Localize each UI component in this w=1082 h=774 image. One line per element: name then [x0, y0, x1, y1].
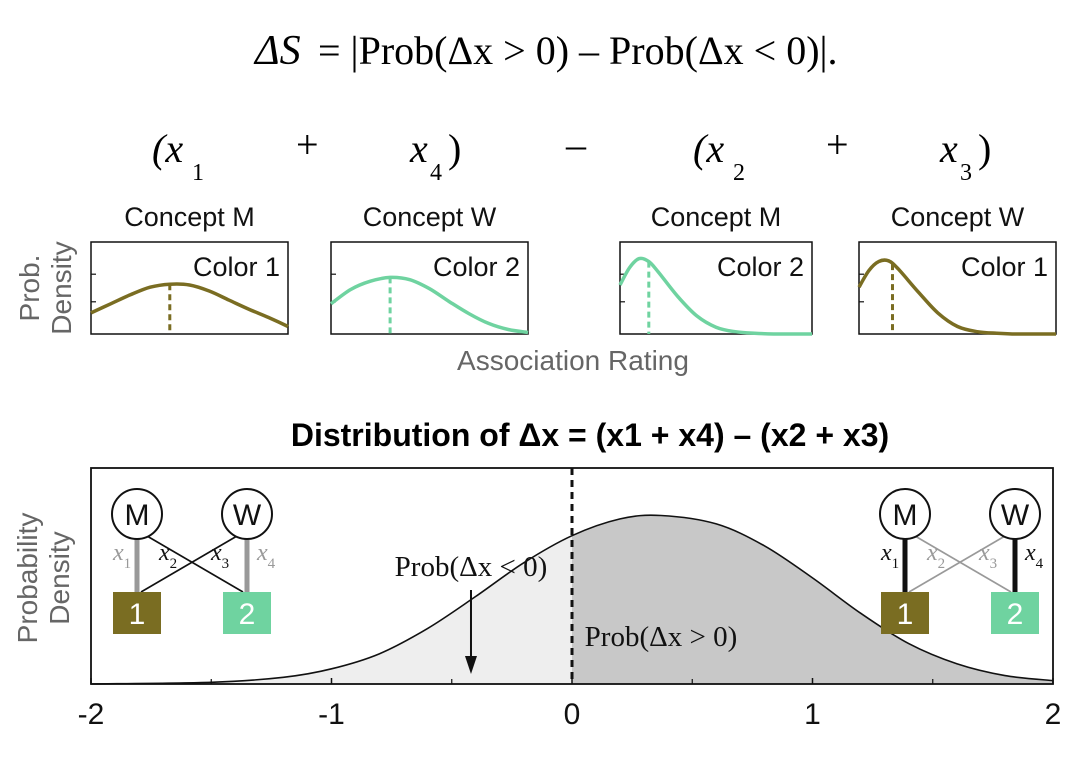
- top-panel-title: Concept W: [363, 202, 497, 232]
- sum-op-plus-1: +: [296, 122, 319, 167]
- annotation-prob-positive: Prob(Δx > 0): [585, 621, 738, 653]
- edge-m-2: [146, 535, 244, 593]
- edge-label-4: x4: [256, 540, 276, 572]
- graph-left: M W 1 2 x1 x2 x3 x4: [111, 488, 276, 634]
- x-tick-label: 2: [1045, 698, 1062, 731]
- box-1: [881, 592, 929, 634]
- sum-sub-4: 4: [430, 160, 442, 186]
- area-negative: [91, 533, 576, 684]
- bottom-ylabel-line2: Density: [44, 531, 75, 624]
- bottom-ylabel-line1: Probability: [12, 513, 43, 644]
- sum-term-x2: (x: [693, 126, 724, 171]
- annotation-prob-negative: Prob(Δx < 0): [395, 551, 548, 583]
- top-panel-3: Concept M Color 2: [618, 202, 813, 336]
- edge-m-2: [914, 535, 1012, 593]
- box-2: [991, 592, 1039, 634]
- equation-rhs: = |Prob(Δx > 0) – Prob(Δx < 0)|.: [318, 28, 838, 73]
- node-w-label: W: [233, 499, 262, 532]
- top-panel-title: Concept M: [651, 202, 782, 232]
- top-panel-annotation: Color 2: [717, 252, 804, 282]
- edge-label-sub: 4: [268, 556, 276, 572]
- box-2: [223, 592, 271, 634]
- annotation-arrow-head: [464, 656, 477, 674]
- sum-sub-2: 2: [733, 160, 745, 186]
- sum-term-x3: x: [939, 126, 958, 171]
- sum-close-2: ): [978, 126, 991, 171]
- edge-label-2: x2: [926, 540, 945, 572]
- edge-label-3: x3: [210, 540, 229, 572]
- top-ylabel: Prob. Density: [14, 241, 77, 334]
- edge-label-sub: 1: [124, 556, 132, 572]
- top-panel-2: Concept W Color 2: [329, 202, 529, 335]
- top-panel-title: Concept W: [891, 202, 1025, 232]
- edge-label-sub: 2: [170, 556, 178, 572]
- node-m: [879, 488, 931, 540]
- top-panel-annotation: Color 2: [433, 252, 520, 282]
- edge-label-2: x2: [158, 540, 177, 572]
- sum-expression: (x 1 + x 4 ) – (x 2 + x 3 ): [152, 122, 991, 186]
- top-ylabel-line1: Prob.: [14, 255, 45, 322]
- node-w-label: W: [1001, 499, 1030, 532]
- sum-term-x1: (x: [152, 126, 183, 171]
- bottom-title: Distribution of Δx = (x1 + x4) – (x2 + x…: [291, 417, 889, 453]
- top-panel-title: Concept M: [124, 202, 255, 232]
- area-positive: [572, 515, 1053, 684]
- sum-sub-3: 3: [960, 160, 972, 186]
- box-1-label: 1: [129, 598, 146, 631]
- edge-label-sub: 1: [892, 556, 900, 572]
- box-2-label: 2: [1007, 598, 1024, 631]
- box-1-label: 1: [897, 598, 914, 631]
- top-panel-frame: [90, 241, 289, 335]
- density-curve: [90, 514, 1054, 685]
- x-tick-label: -1: [318, 698, 345, 731]
- top-panel-annotation: Color 1: [961, 252, 1048, 282]
- sum-close-1: ): [448, 126, 461, 171]
- x-tick-label: -2: [78, 698, 105, 731]
- edge-label-sub: 3: [222, 556, 230, 572]
- sum-term-x4: x: [409, 126, 428, 171]
- sum-op-minus: –: [565, 122, 587, 167]
- edge-w-1: [140, 535, 238, 593]
- bottom-plot: -2 -1 0 1 2 Prob(Δx < 0) Prob(Δx > 0): [78, 467, 1062, 731]
- top-xlabel: Association Rating: [457, 345, 689, 376]
- top-panel-curve: [329, 275, 529, 335]
- node-w: [989, 488, 1041, 540]
- x-tick-label: 0: [564, 698, 581, 731]
- equation-lhs: ΔS: [253, 28, 301, 74]
- sum-sub-1: 1: [192, 160, 204, 186]
- node-w: [221, 488, 273, 540]
- graph-right: M W 1 2 x1 x2 x3 x4: [879, 488, 1044, 634]
- top-panel-curve: [857, 258, 1056, 336]
- top-panel-curve: [618, 256, 812, 336]
- edge-label-4: x4: [1024, 540, 1044, 572]
- top-panel-frame: [858, 241, 1057, 335]
- sum-op-plus-2: +: [826, 122, 849, 167]
- edge-label-1: x1: [880, 540, 899, 572]
- edge-label-sub: 3: [990, 556, 998, 572]
- edge-label-sub: 2: [938, 556, 946, 572]
- top-panel-annotation: Color 1: [193, 252, 280, 282]
- edge-w-1: [908, 535, 1006, 593]
- edge-label-sub: 4: [1036, 556, 1044, 572]
- x-tick-label: 1: [804, 698, 821, 731]
- top-panel-4: Concept W Color 1: [857, 202, 1057, 336]
- node-m: [111, 488, 163, 540]
- top-ylabel-line2: Density: [46, 241, 77, 334]
- top-panel-frame: [330, 241, 529, 335]
- node-m-label: M: [893, 499, 918, 532]
- box-2-label: 2: [239, 598, 256, 631]
- top-panel-frame: [619, 241, 813, 335]
- top-panel-curve: [90, 282, 289, 329]
- node-m-label: M: [125, 499, 150, 532]
- edge-label-1: x1: [112, 540, 131, 572]
- edge-label-3: x3: [978, 540, 997, 572]
- box-1: [113, 592, 161, 634]
- bottom-ylabel: Probability Density: [12, 513, 75, 644]
- top-panel-1: Concept M Color 1: [90, 202, 289, 335]
